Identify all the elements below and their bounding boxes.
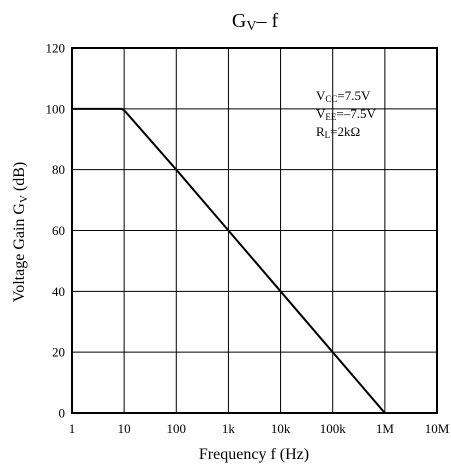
y-tick-label: 120 <box>46 41 66 56</box>
x-tick-label: 10M <box>425 421 450 436</box>
annotation-line: RL=2kΩ <box>316 124 360 140</box>
y-tick-label: 40 <box>52 284 65 299</box>
annotation-line: VCC=7.5V <box>316 88 371 104</box>
x-tick-label: 100k <box>320 421 347 436</box>
x-tick-label: 1M <box>376 421 395 436</box>
x-tick-label: 10 <box>118 421 131 436</box>
y-tick-label: 20 <box>52 345 65 360</box>
grid <box>72 48 437 413</box>
y-tick-label: 0 <box>59 406 66 421</box>
plot-frame <box>71 47 438 414</box>
y-tick-label: 100 <box>46 101 66 116</box>
x-tick-label: 10k <box>271 421 291 436</box>
x-tick-label: 100 <box>167 421 187 436</box>
y-axis-title: Voltage Gain GV (dB) <box>11 162 30 303</box>
y-tick-label: 80 <box>52 162 65 177</box>
annotation-block: VCC=7.5V VEE=–7.5V RL=2kΩ <box>316 88 376 140</box>
x-tick-label: 1k <box>222 421 236 436</box>
x-tick-label: 1 <box>69 421 76 436</box>
series-line <box>72 107 386 414</box>
y-tick-label: 60 <box>52 223 65 238</box>
series-lines <box>72 107 386 414</box>
tick-labels: 1 10 100 1k 10k 100k 1M 10M 0 20 40 60 80 100 120 <box>46 41 450 437</box>
x-axis-title: Frequency f (Hz) <box>199 446 309 463</box>
chart-title: GV– f <box>232 10 279 34</box>
annotation-line: VEE=–7.5V <box>316 106 376 122</box>
